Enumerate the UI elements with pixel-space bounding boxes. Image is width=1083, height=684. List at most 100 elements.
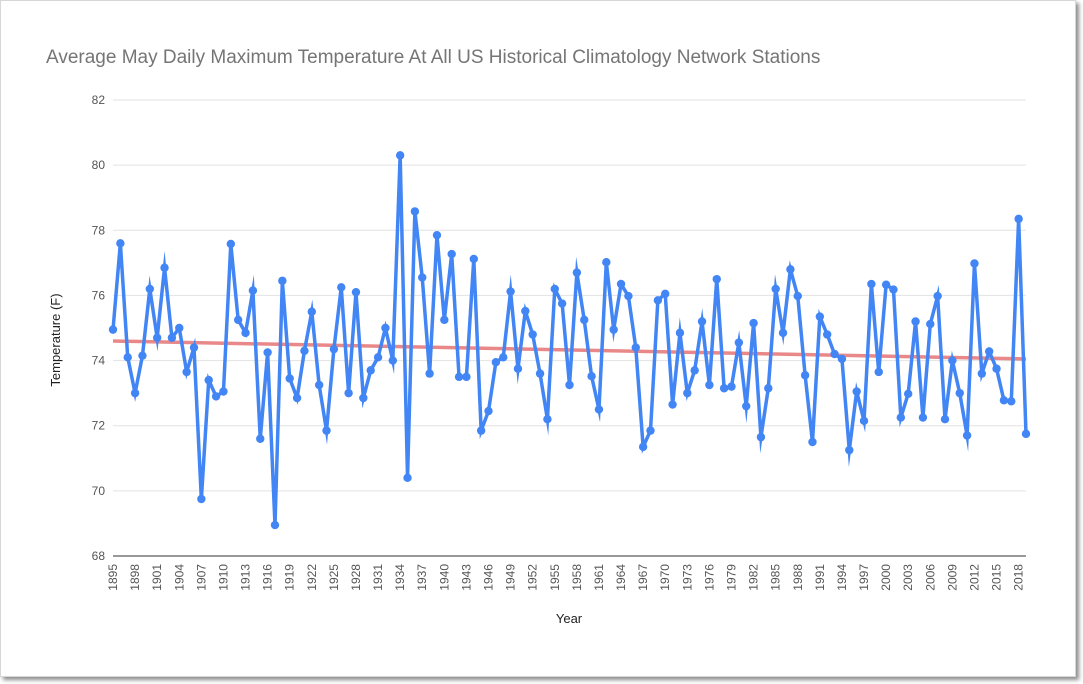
data-point xyxy=(668,400,677,409)
data-point xyxy=(602,258,611,267)
data-point xyxy=(572,268,582,277)
data-point xyxy=(911,317,920,326)
data-point xyxy=(550,284,559,294)
data-point xyxy=(189,343,199,352)
data-point xyxy=(653,296,663,305)
x-tick-label: 2000 xyxy=(879,564,893,591)
data-point xyxy=(513,364,523,373)
data-point xyxy=(962,431,972,440)
data-point xyxy=(211,392,221,401)
data-point xyxy=(903,389,913,398)
data-point xyxy=(587,372,596,381)
data-point xyxy=(638,442,648,452)
x-tick-label: 1904 xyxy=(172,564,186,591)
data-point xyxy=(381,323,390,333)
data-point xyxy=(984,347,994,356)
data-point xyxy=(749,318,758,328)
x-tick-label: 1970 xyxy=(658,564,672,591)
data-point xyxy=(557,299,567,308)
data-point xyxy=(219,387,228,396)
data-point xyxy=(204,375,213,385)
x-tick-label: 1940 xyxy=(437,564,451,591)
gridlines xyxy=(113,99,1026,557)
x-tick-label: 2003 xyxy=(901,564,915,591)
x-tick-label: 1931 xyxy=(371,564,385,591)
data-point xyxy=(808,437,817,447)
data-point xyxy=(815,312,825,321)
data-point xyxy=(278,276,287,285)
data-point xyxy=(182,367,191,377)
data-point xyxy=(992,364,1001,373)
data-point xyxy=(425,369,434,378)
data-point xyxy=(447,249,456,259)
data-point xyxy=(248,286,258,295)
data-point xyxy=(867,279,876,289)
data-point xyxy=(734,338,744,347)
x-tick-label: 1973 xyxy=(680,564,694,591)
data-point xyxy=(874,367,883,377)
data-point xyxy=(521,306,530,316)
data-point xyxy=(499,353,508,362)
y-axis-label: Temperature (F) xyxy=(48,293,63,386)
x-tick-label: 1949 xyxy=(504,564,518,591)
y-tick-label: 68 xyxy=(92,549,106,563)
data-point xyxy=(705,380,714,390)
data-point xyxy=(476,426,486,435)
data-point xyxy=(1007,397,1016,406)
data-point xyxy=(535,369,545,378)
x-tick-label: 1916 xyxy=(261,564,275,591)
x-tick-label: 1934 xyxy=(393,564,407,591)
data-point xyxy=(432,230,442,240)
data-point xyxy=(388,356,397,365)
y-tick-label: 70 xyxy=(92,484,106,498)
data-point xyxy=(145,284,155,294)
x-tick-label: 1997 xyxy=(857,564,871,591)
data-point xyxy=(395,151,405,160)
x-tick-label: 1898 xyxy=(128,564,142,591)
data-point xyxy=(756,432,766,442)
data-point xyxy=(292,393,302,403)
x-tick-labels: 1895 1898 1901 1904 1907 1910 1913 1916 1919 1922… xyxy=(106,564,1026,591)
series-line xyxy=(111,155,1028,526)
x-tick-label: 1919 xyxy=(283,564,297,591)
data-point xyxy=(484,406,493,416)
data-point xyxy=(337,283,346,292)
data-point xyxy=(580,315,589,325)
data-point xyxy=(454,372,464,382)
data-point xyxy=(631,343,640,352)
x-tick-label: 2006 xyxy=(923,564,937,591)
data-point xyxy=(823,330,832,339)
data-point xyxy=(307,307,316,316)
y-tick-label: 78 xyxy=(92,223,106,237)
data-point xyxy=(108,325,118,334)
data-point xyxy=(778,328,788,338)
data-point xyxy=(270,520,280,530)
data-point xyxy=(565,380,574,390)
data-point xyxy=(881,280,891,289)
data-point xyxy=(970,259,979,268)
series-group xyxy=(108,151,1031,530)
data-point xyxy=(1014,214,1023,224)
data-point xyxy=(440,315,449,325)
data-point xyxy=(418,273,427,282)
data-point xyxy=(830,349,839,359)
x-tick-label: 1958 xyxy=(570,564,584,591)
data-point xyxy=(697,317,707,326)
data-point xyxy=(410,207,420,216)
x-tick-label: 1937 xyxy=(415,564,429,591)
data-point xyxy=(852,387,861,396)
data-point xyxy=(152,333,162,342)
data-point xyxy=(130,388,140,398)
x-tick-label: 1907 xyxy=(194,564,208,591)
data-point xyxy=(241,328,250,338)
x-tick-label: 1967 xyxy=(636,564,650,591)
data-point xyxy=(616,279,626,289)
data-point xyxy=(344,388,353,398)
y-tick-label: 80 xyxy=(92,158,106,172)
data-point xyxy=(314,380,324,390)
data-point xyxy=(116,239,125,248)
data-point xyxy=(675,328,685,338)
x-tick-label: 2012 xyxy=(967,564,981,591)
data-point xyxy=(624,291,633,301)
